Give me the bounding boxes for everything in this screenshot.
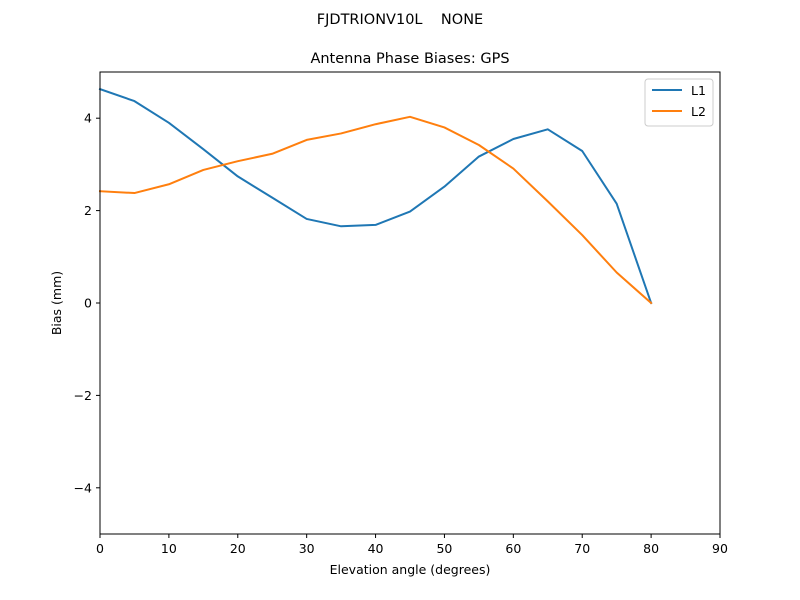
legend-label-l1: L1 <box>691 83 706 98</box>
x-tick-label: 90 <box>712 541 728 556</box>
figure-suptitle: FJDTRIONV10L NONE <box>317 12 483 28</box>
x-tick-label: 40 <box>368 541 384 556</box>
x-tick-label: 20 <box>230 541 246 556</box>
x-tick-label: 50 <box>436 541 452 556</box>
series-lines <box>98 87 653 305</box>
legend-label-l2: L2 <box>691 104 706 119</box>
series-line-l2 <box>98 115 653 305</box>
y-tick-label: 4 <box>84 111 92 126</box>
y-tick-label: 0 <box>84 296 92 311</box>
y-tick-label: 2 <box>84 203 92 218</box>
x-tick-label: 30 <box>299 541 315 556</box>
legend: L1 L2 <box>644 78 714 127</box>
y-axis: −4 −2 0 2 4 <box>74 111 100 495</box>
x-tick-label: 80 <box>643 541 659 556</box>
x-axis: 0 10 20 30 40 50 60 70 80 90 <box>96 534 728 556</box>
x-axis-label: Elevation angle (degrees) <box>330 562 491 577</box>
series-line-l1 <box>98 87 653 305</box>
x-tick-label: 60 <box>505 541 521 556</box>
y-tick-label: −2 <box>74 388 92 403</box>
chart-title: Antenna Phase Biases: GPS <box>310 51 509 67</box>
x-tick-label: 0 <box>96 541 104 556</box>
x-tick-label: 70 <box>574 541 590 556</box>
y-tick-label: −4 <box>74 480 92 495</box>
x-tick-label: 10 <box>161 541 177 556</box>
y-axis-label: Bias (mm) <box>49 271 64 335</box>
